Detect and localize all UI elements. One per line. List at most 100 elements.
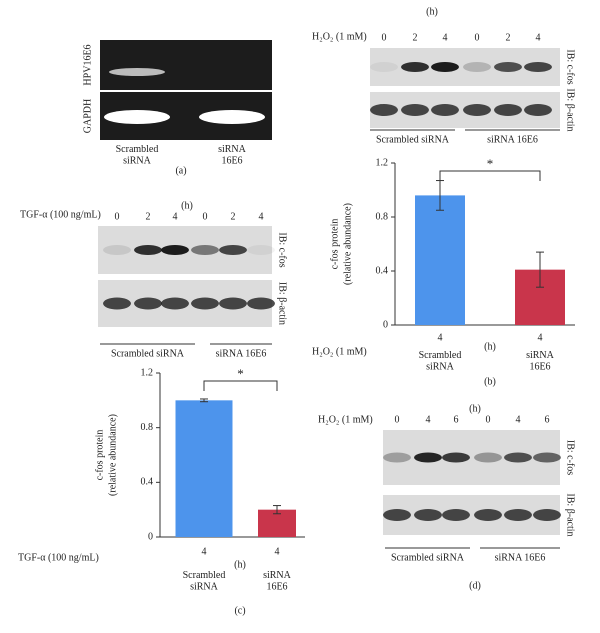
bar	[175, 400, 233, 537]
y-axis-label: (relative abundance)	[342, 203, 353, 285]
significance-bracket	[439, 170, 541, 181]
band	[134, 297, 162, 310]
time-label: 6	[454, 414, 459, 425]
band	[504, 509, 532, 521]
time-label: 6	[545, 414, 550, 425]
group-label: Scrambled siRNA	[391, 552, 465, 563]
time-label: 4	[173, 211, 178, 222]
time-label: 0	[382, 32, 387, 43]
band	[414, 509, 442, 521]
caption: (b)	[484, 376, 496, 387]
time-label: 4	[538, 332, 543, 343]
y-axis-label: (relative abundance)	[107, 414, 118, 496]
band	[219, 245, 247, 255]
band	[524, 62, 552, 72]
band	[191, 245, 219, 255]
treatment-label: H₂O₂ (1 mM)	[312, 346, 367, 357]
y-tick-label: 1.2	[141, 367, 154, 378]
band	[533, 452, 561, 463]
time-label: 2	[231, 211, 236, 222]
group-label: Scrambled siRNA	[376, 134, 450, 145]
category-label: siRNA 16E6	[526, 350, 555, 373]
band	[463, 104, 491, 116]
time-unit: (h)	[234, 559, 246, 570]
caption: (d)	[469, 580, 481, 591]
time-label: 4	[202, 546, 207, 557]
band	[504, 452, 532, 463]
band	[494, 104, 522, 116]
time-label: 4	[438, 332, 443, 343]
y-tick-label: 0.8	[376, 211, 389, 222]
band	[161, 297, 189, 310]
time-label: 2	[413, 32, 418, 43]
treatment-label: TGF-α (100 ng/mL)	[20, 209, 101, 220]
time-label: 4	[426, 414, 431, 425]
treatment-label: TGF-α (100 ng/mL)	[18, 552, 99, 563]
row-label: HPV16E6	[82, 44, 93, 85]
group-label: siRNA 16E6	[216, 348, 267, 359]
band	[524, 104, 552, 116]
band	[401, 104, 429, 116]
band	[370, 104, 398, 116]
time-label: 0	[115, 211, 120, 222]
category-label: Scrambled siRNA	[419, 350, 462, 373]
y-axis-label: c-fos protein	[94, 430, 105, 481]
time-unit: (h)	[484, 341, 496, 352]
y-tick-label: 0.8	[141, 422, 154, 433]
time-label: 0	[203, 211, 208, 222]
blot-label: IB: c-fos	[277, 232, 288, 267]
band	[463, 62, 491, 72]
gel-band	[104, 110, 170, 124]
band	[103, 245, 131, 255]
time-label: 4	[536, 32, 541, 43]
group-label: Scrambled siRNA	[111, 348, 185, 359]
band	[431, 104, 459, 116]
band	[442, 452, 470, 463]
bar	[415, 195, 465, 325]
significance-label: *	[237, 366, 244, 381]
band	[134, 245, 162, 255]
blot-label: IB: c-fos	[565, 440, 576, 475]
band	[370, 62, 398, 72]
time-label: 0	[395, 414, 400, 425]
band	[103, 297, 131, 310]
blot-label: IB: β-actin	[277, 282, 288, 325]
y-axis-label: c-fos protein	[329, 219, 340, 270]
significance-bracket	[203, 380, 278, 391]
time-unit: (h)	[181, 200, 193, 211]
time-label: 2	[506, 32, 511, 43]
category-label: siRNA 16E6	[263, 570, 292, 593]
band	[533, 509, 561, 521]
time-unit: (h)	[426, 6, 438, 17]
significance-label: *	[487, 156, 494, 171]
time-label: 0	[475, 32, 480, 43]
group-label: siRNA 16E6	[487, 134, 538, 145]
band	[161, 245, 189, 255]
blot-label: IB: β-actin	[565, 493, 576, 536]
gel	[100, 40, 272, 90]
category-label: Scrambled siRNA	[183, 570, 226, 593]
gel-band	[109, 68, 165, 76]
band	[247, 245, 275, 255]
blot-label: IB: β-actin	[565, 88, 576, 131]
lane-label: siRNA 16E6	[218, 144, 247, 167]
caption: (a)	[175, 165, 186, 176]
band	[383, 509, 411, 521]
time-label: 2	[146, 211, 151, 222]
band	[414, 452, 442, 463]
group-label: siRNA 16E6	[495, 552, 546, 563]
lane-label: Scrambled siRNA	[116, 144, 159, 167]
band	[431, 62, 459, 72]
gel-band	[199, 110, 265, 124]
band	[474, 452, 502, 463]
time-label: 4	[516, 414, 521, 425]
y-tick-label: 0.4	[376, 265, 389, 276]
band	[442, 509, 470, 521]
time-label: 4	[259, 211, 264, 222]
row-label: GAPDH	[82, 99, 93, 133]
y-tick-label: 0.4	[141, 477, 154, 488]
band	[191, 297, 219, 310]
treatment-label: H₂O₂ (1 mM)	[312, 31, 367, 42]
band	[247, 297, 275, 310]
